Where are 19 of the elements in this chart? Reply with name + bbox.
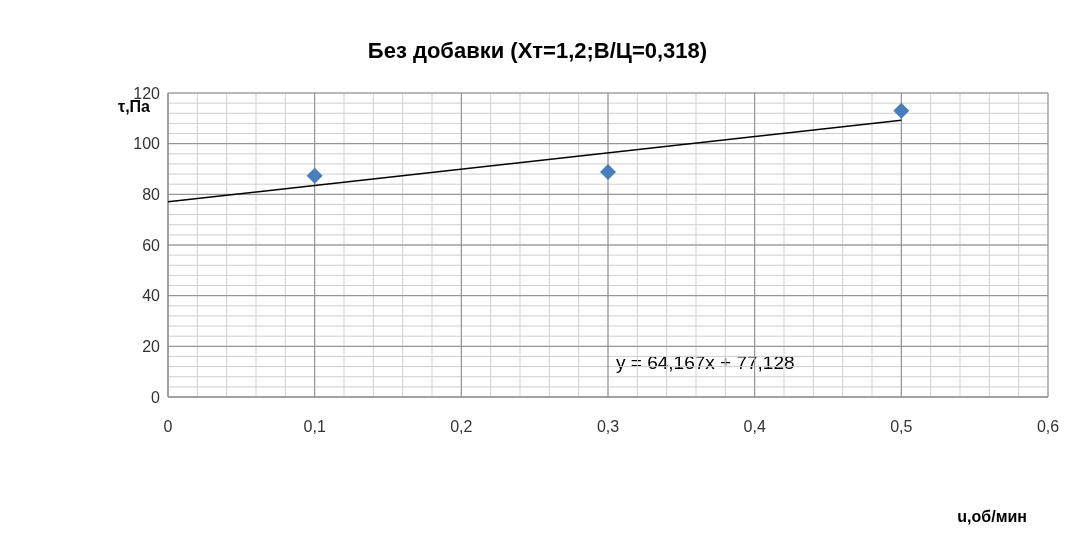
point (306, 167, 323, 184)
chart-title: Без добавки (Xт=1,2;В/Ц=0,318) (366, 38, 709, 64)
x-axis-title: u,об/мин (957, 508, 1027, 526)
x-tick-label: 0,2 (450, 418, 473, 436)
x-tick-label: 0,1 (303, 418, 326, 436)
x-tick-label: 0,4 (743, 418, 766, 436)
y-tick-label: 40 (142, 287, 161, 305)
y-tick-label: 60 (142, 236, 161, 254)
x-tick-label: 0,6 (1036, 418, 1060, 436)
point (600, 164, 616, 181)
y-tick-label: 80 (142, 186, 161, 204)
x-tick-label: 0 (163, 418, 173, 436)
y-tick-label: 20 (142, 338, 161, 356)
y-tick-label: 0 (151, 388, 161, 406)
y-tick-label: 100 (133, 135, 161, 153)
point (893, 102, 910, 119)
x-tick-label: 0,3 (596, 418, 620, 436)
y-axis-title: τ,Па (118, 98, 150, 116)
x-tick-label: 0,5 (890, 418, 913, 436)
